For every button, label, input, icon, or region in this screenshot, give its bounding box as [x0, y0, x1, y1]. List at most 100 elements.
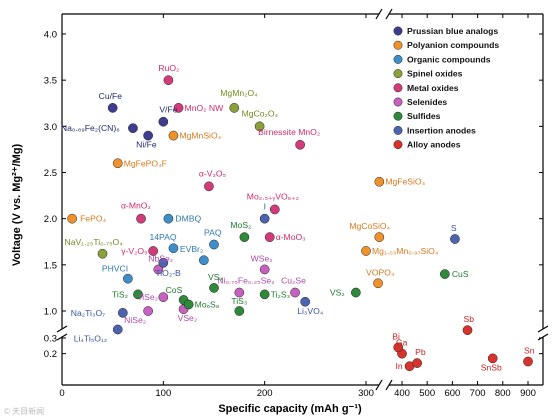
- point-label: Ni₀.₇₅Fe₀.₂₅Se₂: [217, 276, 274, 286]
- point-label: MnO₂ NW: [185, 103, 225, 113]
- point-label: Ni/Fe: [136, 140, 157, 150]
- x-break-mark: [375, 8, 383, 20]
- legend-label-selenides: Selenides: [407, 97, 447, 107]
- y-break-mark: [537, 333, 549, 341]
- data-point-insertion-anodes: [158, 257, 169, 268]
- point-label: Ti₂S₃: [271, 289, 291, 299]
- data-point-metal-oxides: [163, 75, 174, 86]
- data-point-prussian-blue-analogs: [158, 116, 169, 127]
- x-tick-label: 600: [444, 388, 460, 399]
- point-label: MgMn₂O₄: [220, 88, 258, 98]
- legend-marker-metal-oxides: [393, 83, 403, 93]
- point-label: MgCo₂O₄: [242, 108, 279, 118]
- point-label: α-MoO₃: [276, 232, 306, 242]
- point-label: CoS: [166, 285, 183, 295]
- data-point-sulfides: [239, 232, 250, 242]
- legend-label-polyanion-compounds: Polyanion compounds: [407, 40, 499, 50]
- data-point-insertion-anodes: [117, 307, 128, 318]
- data-point-alloy-anodes: [412, 358, 422, 368]
- point-label: Cu/Fe: [99, 91, 123, 101]
- data-point-organic-compounds: [123, 273, 133, 284]
- data-point-alloy-anodes: [462, 325, 473, 336]
- point-label: MgMnSiO₄: [179, 131, 221, 141]
- y-tick-label: 0.3: [44, 334, 57, 345]
- point-label: Bi: [392, 331, 400, 341]
- legend: Prussian blue analogs Polyanion compounds…: [393, 26, 499, 150]
- legend-marker-insertion-anodes: [393, 125, 403, 135]
- point-label: Mo₂.₅₊ᵧVO₉₊₂: [247, 191, 299, 201]
- data-point-alloy-anodes: [523, 356, 533, 367]
- data-point-insertion-anodes: [300, 296, 311, 307]
- point-label: Na₂Ti₃O₇: [71, 308, 105, 318]
- data-point-sulfides: [439, 269, 450, 279]
- data-point-selenides: [153, 264, 164, 275]
- point-label: TiO₂-B: [155, 268, 181, 278]
- y-tick-label: 2.5: [44, 168, 57, 179]
- point-label: EVBr₂: [180, 244, 203, 254]
- data-point-selenides: [234, 287, 245, 298]
- data-point-organic-compounds: [199, 255, 209, 266]
- data-point-metal-oxides: [148, 246, 159, 256]
- data-point-sulfides: [234, 306, 245, 316]
- data-point-metal-oxides: [136, 213, 146, 224]
- point-label: VS₄: [208, 272, 223, 282]
- legend-marker-organic-compounds: [393, 54, 403, 64]
- x-axis-title: Specific capacity (mAh g⁻¹): [218, 403, 362, 415]
- legend-marker-polyanion-compounds: [393, 40, 403, 50]
- point-label: SnSb: [481, 362, 502, 372]
- point-label: MgFeSiO₄: [385, 177, 425, 187]
- legend-marker-sulfides: [393, 111, 403, 121]
- y-tick-label: 0.2: [44, 349, 57, 360]
- legend-label-alloy-anodes: Alloy anodes: [407, 140, 461, 150]
- point-label: RuO₂: [158, 63, 179, 73]
- y-tick-label: 1.5: [44, 260, 57, 271]
- x-break-mark: [375, 379, 383, 391]
- data-point-metal-oxides: [295, 139, 305, 150]
- legend-label-metal-oxides: Metal oxides: [407, 83, 459, 93]
- point-label: FePO₄: [80, 214, 106, 224]
- data-point-selenides: [143, 306, 153, 316]
- point-label: Pb: [415, 347, 426, 357]
- data-point-prussian-blue-analogs: [143, 130, 153, 141]
- data-point-prussian-blue-analogs: [107, 103, 118, 113]
- data-point-alloy-anodes: [393, 342, 404, 353]
- point-label: TiSe₂: [137, 292, 158, 302]
- point-label: 14PAQ: [149, 232, 176, 242]
- point-label: In: [396, 361, 403, 371]
- data-point-sulfides: [133, 289, 143, 300]
- point-label: I: [264, 202, 266, 212]
- point-label: MoS₂: [230, 220, 251, 230]
- point-label: PAQ: [204, 228, 222, 238]
- data-point-sulfides: [259, 289, 270, 300]
- point-labels: Cu/Fe V/Fe Na₀.₆₉Fe₂(CN)₆ Ni/Fe MgMnSiO₄ MgFe…: [61, 63, 535, 372]
- data-point-polyanion-compounds: [374, 176, 385, 187]
- x-tick-label: 0: [59, 388, 64, 399]
- y-break-mark: [56, 325, 68, 333]
- point-label: CuS: [452, 269, 469, 279]
- data-point-polyanion-compounds: [67, 213, 77, 224]
- data-point-polyanion-compounds: [361, 246, 371, 256]
- data-point-polyanion-compounds: [374, 232, 385, 242]
- data-point-insertion-anodes: [450, 234, 460, 244]
- legend-label-spinel-oxides: Spinel oxides: [407, 69, 463, 79]
- legend-label-organic-compounds: Organic compounds: [407, 54, 491, 64]
- point-label: α-V₂O₅: [199, 168, 227, 178]
- y-break-mark: [56, 333, 68, 341]
- point-label: Ga: [396, 338, 408, 348]
- data-point-sulfides: [183, 299, 194, 310]
- point-label: VSe₂: [178, 313, 198, 323]
- point-label: Li₄Ti₅O₁₂: [74, 333, 107, 343]
- data-point-metal-oxides: [269, 204, 280, 215]
- y-axis-title: Voltage (V vs. Mg²⁺/Mg): [11, 144, 23, 267]
- x-tick-label: 200: [257, 388, 273, 399]
- legend-label-prussian-blue-analogs: Prussian blue analogs: [407, 26, 498, 36]
- point-label: Na₀.₆₉Fe₂(CN)₆: [61, 123, 120, 133]
- x-tick-label: 900: [520, 388, 536, 399]
- data-point-organic-compounds: [163, 213, 174, 224]
- x-tick-label: 300: [358, 388, 374, 399]
- x-tick-label: 100: [155, 388, 171, 399]
- point-label: Birnessite MnO₂: [258, 127, 320, 137]
- x-tick-label: 400: [394, 388, 410, 399]
- point-label: γ-V₂O₅: [121, 246, 148, 256]
